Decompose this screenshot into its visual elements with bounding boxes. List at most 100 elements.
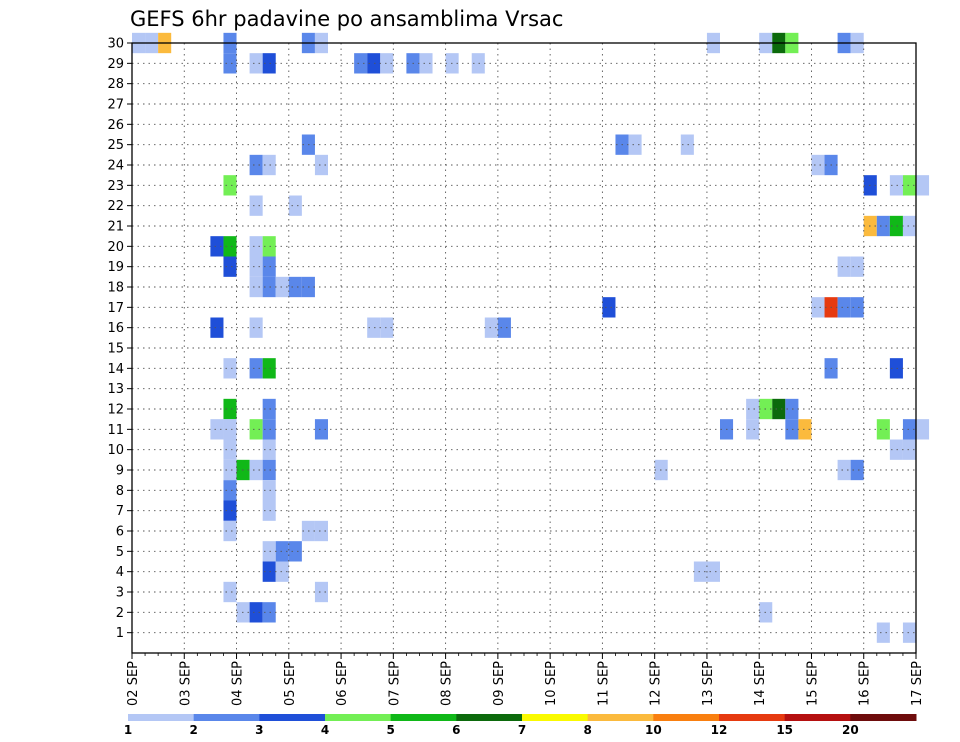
precip-cell (223, 520, 237, 542)
y-tick-label: 27 (107, 98, 124, 113)
precip-cell (249, 317, 263, 338)
x-tick-label: 16 SEP (858, 661, 873, 706)
colorbar-label: 15 (776, 723, 793, 737)
x-tick-label: 02 SEP (126, 661, 141, 706)
precip-cell (210, 236, 224, 257)
x-tick-label: 10 SEP (544, 661, 559, 706)
y-tick-label: 1 (116, 626, 124, 641)
precip-cell (223, 53, 237, 74)
precip-cell (902, 215, 916, 237)
precip-cell (876, 622, 890, 643)
y-tick-label: 20 (107, 240, 124, 255)
precip-cell (746, 398, 760, 420)
y-tick-label: 9 (116, 464, 124, 479)
colorbar-label: 2 (189, 723, 197, 737)
precip-cell (314, 419, 328, 440)
precip-cell (889, 215, 903, 237)
y-tick-label: 8 (116, 484, 124, 499)
y-tick-label: 30 (107, 37, 124, 52)
precip-cell (223, 439, 237, 460)
y-tick-label: 10 (107, 443, 124, 458)
precip-cell (837, 297, 851, 318)
precip-cell (262, 439, 276, 460)
colorbar-swatch (784, 714, 851, 721)
y-tick-label: 21 (107, 220, 124, 235)
precip-cell (354, 53, 368, 74)
y-tick-label: 19 (107, 260, 124, 275)
precip-cell (288, 276, 302, 298)
precip-cell (837, 459, 851, 481)
precip-cell (746, 419, 760, 440)
precip-cell (380, 53, 394, 74)
precip-cell (249, 602, 263, 623)
precip-cell (262, 256, 276, 277)
precip-cell (223, 581, 237, 603)
x-tick-label: 09 SEP (492, 661, 507, 706)
precip-cell (262, 500, 276, 521)
colorbar-swatch (653, 714, 720, 721)
precip-cell (889, 175, 903, 196)
precip-cell (785, 419, 799, 440)
precip-cell (850, 256, 864, 277)
colorbar-label: 4 (321, 723, 329, 737)
precip-cell (249, 154, 263, 176)
y-tick-label: 24 (107, 159, 124, 174)
x-tick-label: 05 SEP (283, 661, 298, 706)
y-tick-label: 14 (107, 362, 124, 377)
precip-cell (367, 317, 381, 338)
y-tick-label: 17 (107, 301, 124, 316)
precip-cell (223, 480, 237, 501)
precip-cell (249, 358, 263, 379)
colorbar-label: 8 (583, 723, 591, 737)
y-tick-label: 28 (107, 77, 124, 92)
precip-cell (249, 419, 263, 440)
colorbar-label: 3 (255, 723, 263, 737)
y-tick-label: 18 (107, 281, 124, 296)
x-tick-label: 06 SEP (335, 661, 350, 706)
x-tick-label: 12 SEP (649, 661, 664, 706)
colorbar-swatch (390, 714, 457, 721)
x-tick-label: 17 SEP (910, 661, 925, 706)
colorbar-label: 20 (842, 723, 859, 737)
y-tick-label: 22 (107, 199, 124, 214)
precip-cell (223, 398, 237, 420)
precip-cell (602, 297, 616, 318)
precip-cell (223, 358, 237, 379)
y-tick-label: 5 (116, 545, 124, 560)
precip-cell (262, 358, 276, 379)
precip-cell (916, 175, 930, 196)
precip-cell (850, 297, 864, 318)
precip-cell (876, 215, 890, 237)
precip-cell (262, 602, 276, 623)
colorbar-swatch (456, 714, 523, 721)
precip-cell (223, 256, 237, 277)
precip-cell (288, 195, 302, 216)
colorbar-swatch (259, 714, 326, 721)
x-tick-label: 03 SEP (178, 661, 193, 706)
y-tick-label: 4 (116, 565, 124, 580)
precip-cell (262, 480, 276, 501)
y-tick-label: 25 (107, 138, 124, 153)
y-tick-label: 3 (116, 586, 124, 601)
precip-cell (262, 561, 276, 582)
y-tick-label: 7 (116, 504, 124, 519)
precip-cell (889, 439, 903, 460)
precip-cell (262, 398, 276, 420)
precip-cell (785, 398, 799, 420)
colorbar-label: 6 (452, 723, 460, 737)
colorbar-swatch (850, 714, 917, 721)
colorbar-label: 5 (386, 723, 394, 737)
precip-cell (249, 236, 263, 257)
precip-cell (916, 419, 930, 440)
precip-cell (223, 175, 237, 196)
precip-cell (223, 236, 237, 257)
precip-cell (249, 459, 263, 481)
colorbar: 1 2 3 4 5 6 7 8 10 12 15 20 (124, 714, 917, 737)
chart-title: GEFS 6hr padavine po ansamblima Vrsac (130, 7, 563, 31)
precip-cell (706, 561, 720, 582)
y-axis: 1234567891011121314151617181920212223242… (107, 37, 132, 641)
colorbar-swatch (587, 714, 654, 721)
x-axis: 02 SEP 03 SEP 04 SEP 05 SEP 06 SEP 07 SEP 08 S… (126, 653, 925, 706)
colorbar-swatch (522, 714, 589, 721)
